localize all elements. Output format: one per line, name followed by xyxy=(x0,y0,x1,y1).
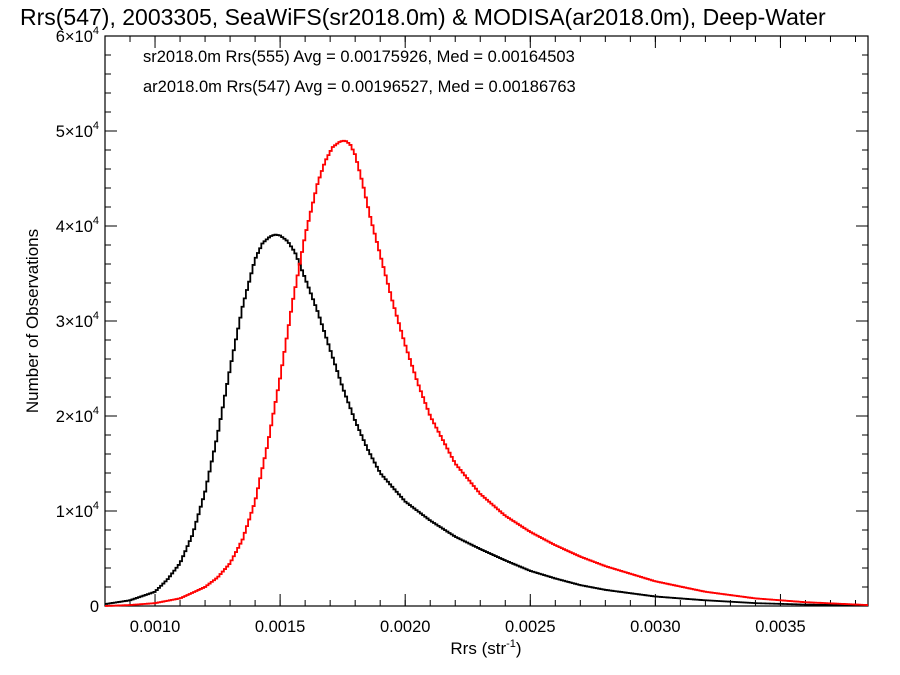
x-axis-label-superscript: -1 xyxy=(506,638,516,650)
series-line-1 xyxy=(105,139,868,607)
y-tick-label-3: 3×104 xyxy=(56,310,99,331)
y-tick-label-4: 4×104 xyxy=(56,215,99,236)
x-axis-label-main: Rrs (str xyxy=(450,639,506,658)
x-axis-label: Rrs (str-1) xyxy=(450,638,521,658)
y-tick-label-0: 0 xyxy=(90,598,99,616)
x-tick-label-3: 0.0025 xyxy=(505,618,555,636)
legend-entry-0: sr2018.0m Rrs(555) Avg = 0.00175926, Med… xyxy=(143,48,575,66)
chart-title: Rrs(547), 2003305, SeaWiFS(sr2018.0m) & … xyxy=(20,4,826,30)
legend-entry-1: ar2018.0m Rrs(547) Avg = 0.00196527, Med… xyxy=(143,78,576,96)
legend: sr2018.0m Rrs(555) Avg = 0.00175926, Med… xyxy=(143,48,576,96)
series-layer xyxy=(105,139,868,607)
x-tick-label-2: 0.0020 xyxy=(380,618,430,636)
y-tick-label-5: 5×104 xyxy=(56,120,99,141)
x-tick-label-4: 0.0030 xyxy=(630,618,680,636)
y-axis-ticks: 0 1×104 2×104 3×104 4×104 5×104 6×104 xyxy=(56,25,868,616)
x-tick-label-1: 0.0015 xyxy=(255,618,305,636)
y-axis-label: Number of Observations xyxy=(23,229,42,413)
y-tick-label-6: 6×104 xyxy=(56,25,99,46)
x-axis-ticks: 0.0010 0.0015 0.0020 0.0025 0.0030 0.0035 xyxy=(104,36,856,636)
y-tick-label-2: 2×104 xyxy=(56,405,99,426)
x-axis-label-close: ) xyxy=(516,639,522,658)
series-line-0 xyxy=(105,233,868,607)
x-tick-label-0: 0.0010 xyxy=(130,618,180,636)
plot-frame xyxy=(104,35,869,607)
x-tick-label-5: 0.0035 xyxy=(755,618,805,636)
y-tick-label-1: 1×104 xyxy=(56,500,99,521)
